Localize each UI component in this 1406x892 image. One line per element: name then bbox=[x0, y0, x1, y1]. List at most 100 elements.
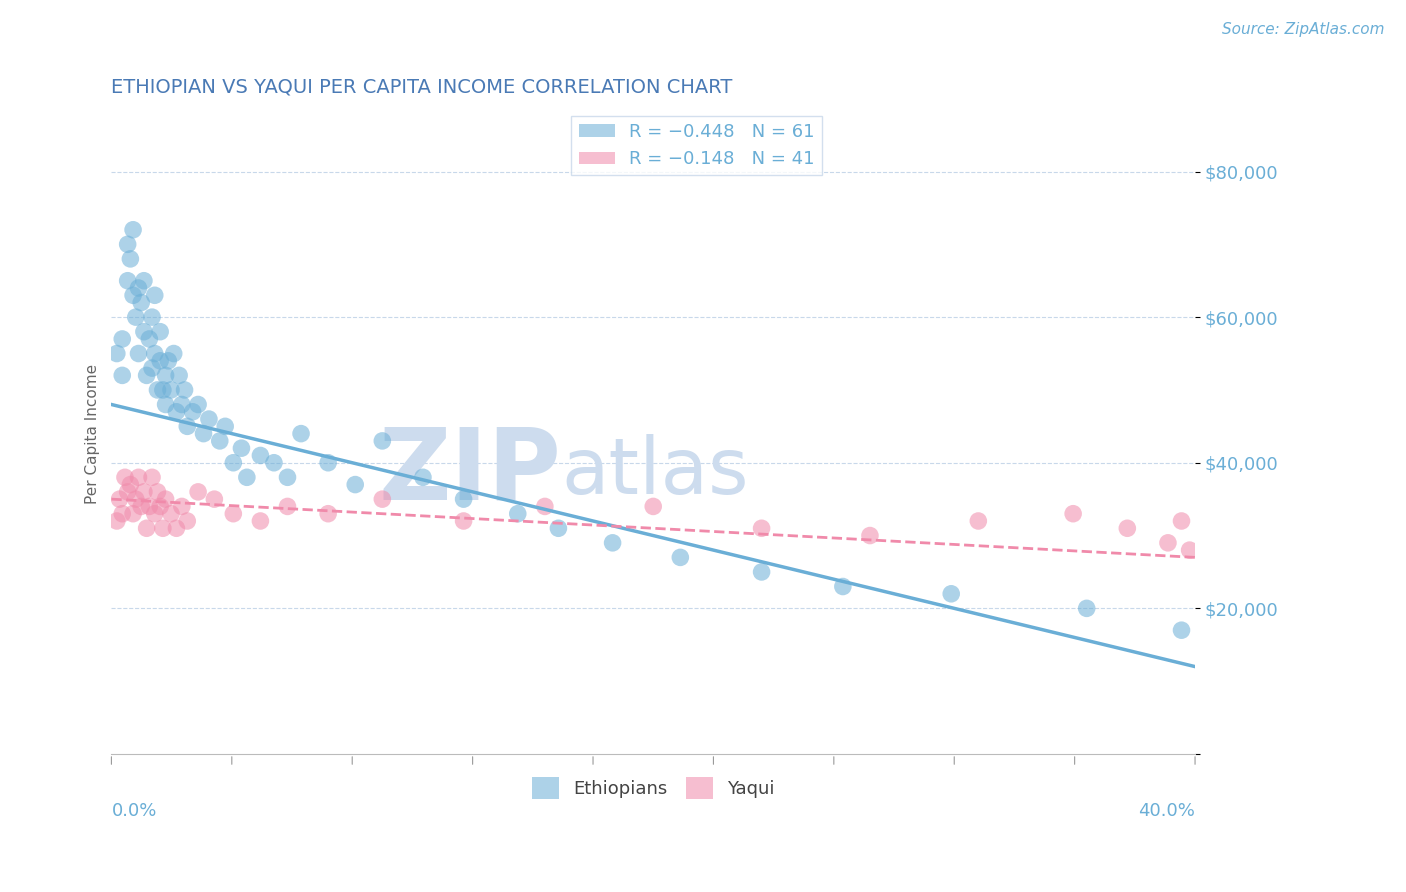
Point bbox=[135, 368, 157, 383]
Point bbox=[141, 361, 163, 376]
Point bbox=[316, 456, 339, 470]
Point bbox=[128, 281, 150, 295]
Text: 0.0%: 0.0% bbox=[111, 802, 157, 820]
Point bbox=[202, 492, 225, 507]
Point bbox=[132, 274, 155, 288]
Point bbox=[453, 514, 475, 528]
Point bbox=[155, 397, 177, 411]
Point bbox=[173, 383, 195, 397]
Point bbox=[643, 500, 665, 514]
Point bbox=[547, 521, 569, 535]
Point bbox=[208, 434, 231, 448]
Point bbox=[129, 500, 152, 514]
Text: Source: ZipAtlas.com: Source: ZipAtlas.com bbox=[1222, 22, 1385, 37]
Point bbox=[132, 484, 155, 499]
Point bbox=[122, 288, 145, 302]
Point bbox=[276, 470, 298, 484]
Point bbox=[371, 434, 394, 448]
Point bbox=[176, 514, 198, 528]
Point bbox=[105, 346, 128, 360]
Point bbox=[534, 500, 557, 514]
Point bbox=[143, 346, 166, 360]
Point bbox=[141, 470, 163, 484]
Point bbox=[152, 383, 174, 397]
Point bbox=[108, 492, 131, 507]
Point bbox=[316, 507, 339, 521]
Point bbox=[453, 492, 475, 507]
Point bbox=[187, 397, 209, 411]
Point bbox=[751, 565, 773, 579]
Point bbox=[128, 346, 150, 360]
Point bbox=[859, 528, 882, 542]
Point bbox=[163, 346, 186, 360]
Point bbox=[135, 521, 157, 535]
Point bbox=[1076, 601, 1098, 615]
Text: ZIP: ZIP bbox=[378, 424, 561, 521]
Point bbox=[1157, 536, 1180, 550]
Legend: Ethiopians, Yaqui: Ethiopians, Yaqui bbox=[524, 769, 782, 805]
Point bbox=[1178, 543, 1201, 558]
Point bbox=[170, 397, 193, 411]
Point bbox=[1170, 623, 1192, 637]
Point bbox=[165, 521, 187, 535]
Point bbox=[122, 507, 145, 521]
Point bbox=[187, 484, 209, 499]
Point bbox=[157, 354, 180, 368]
Point bbox=[222, 507, 245, 521]
Point bbox=[105, 514, 128, 528]
Point bbox=[117, 237, 139, 252]
Point bbox=[941, 587, 963, 601]
Point bbox=[120, 477, 142, 491]
Point bbox=[146, 484, 169, 499]
Point bbox=[412, 470, 434, 484]
Point bbox=[152, 521, 174, 535]
Point bbox=[1170, 514, 1192, 528]
Point bbox=[138, 332, 160, 346]
Point bbox=[111, 507, 134, 521]
Point bbox=[751, 521, 773, 535]
Point bbox=[344, 477, 367, 491]
Point bbox=[249, 449, 271, 463]
Point bbox=[167, 368, 190, 383]
Point bbox=[129, 295, 152, 310]
Point bbox=[149, 500, 172, 514]
Point bbox=[967, 514, 990, 528]
Point bbox=[602, 536, 624, 550]
Text: ETHIOPIAN VS YAQUI PER CAPITA INCOME CORRELATION CHART: ETHIOPIAN VS YAQUI PER CAPITA INCOME COR… bbox=[111, 78, 733, 96]
Point bbox=[117, 274, 139, 288]
Point bbox=[155, 492, 177, 507]
Point bbox=[231, 441, 253, 455]
Point bbox=[290, 426, 312, 441]
Point bbox=[193, 426, 215, 441]
Point bbox=[236, 470, 259, 484]
Point bbox=[669, 550, 692, 565]
Point bbox=[149, 325, 172, 339]
Point bbox=[214, 419, 236, 434]
Point bbox=[141, 310, 163, 325]
Point bbox=[155, 368, 177, 383]
Text: 40.0%: 40.0% bbox=[1139, 802, 1195, 820]
Y-axis label: Per Capita Income: Per Capita Income bbox=[86, 364, 100, 504]
Point bbox=[276, 500, 298, 514]
Point bbox=[125, 310, 148, 325]
Point bbox=[125, 492, 148, 507]
Point bbox=[111, 332, 134, 346]
Point bbox=[176, 419, 198, 434]
Point bbox=[122, 223, 145, 237]
Point bbox=[138, 500, 160, 514]
Text: atlas: atlas bbox=[561, 434, 748, 510]
Point bbox=[160, 507, 183, 521]
Point bbox=[128, 470, 150, 484]
Point bbox=[1062, 507, 1084, 521]
Point bbox=[114, 470, 136, 484]
Point bbox=[143, 507, 166, 521]
Point bbox=[1116, 521, 1139, 535]
Point bbox=[120, 252, 142, 266]
Point bbox=[165, 405, 187, 419]
Point bbox=[146, 383, 169, 397]
Point bbox=[263, 456, 285, 470]
Point bbox=[111, 368, 134, 383]
Point bbox=[117, 484, 139, 499]
Point bbox=[149, 354, 172, 368]
Point bbox=[506, 507, 529, 521]
